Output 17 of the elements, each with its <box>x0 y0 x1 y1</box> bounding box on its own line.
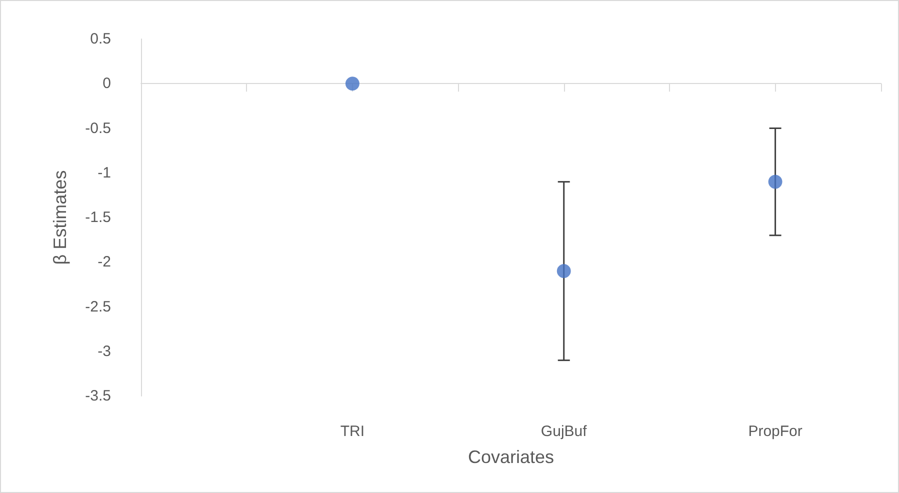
y-tick-label: 0.5 <box>90 30 111 48</box>
x-tick-label: TRI <box>340 423 365 440</box>
y-tick-label: -3 <box>98 342 111 360</box>
y-tick-label: -1 <box>98 164 111 182</box>
x-axis-title: Covariates <box>468 447 554 467</box>
y-tick-label: -3.5 <box>85 388 111 404</box>
y-tick-label: -2.5 <box>85 298 111 316</box>
point <box>768 174 782 189</box>
y-tick-label: -2 <box>98 254 111 271</box>
x-tick-label: PropFor <box>748 423 802 440</box>
point <box>345 76 360 91</box>
x-tick-label: GujBuf <box>540 423 588 440</box>
y-tick-label: -0.5 <box>85 120 111 137</box>
y-tick-label: -1.5 <box>85 209 111 226</box>
y-tick-label: 0 <box>102 75 111 92</box>
point <box>556 264 571 278</box>
y-axis-title: β Estimates <box>50 170 70 265</box>
